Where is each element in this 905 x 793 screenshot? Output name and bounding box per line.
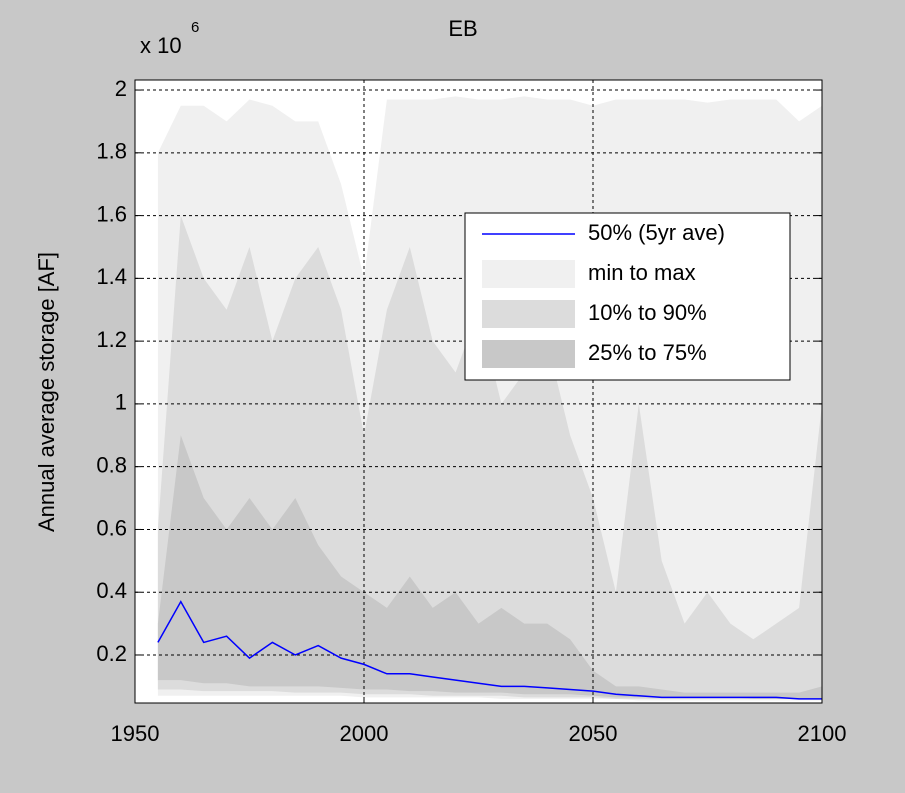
legend-swatch — [482, 300, 575, 328]
y-tick-label: 0.2 — [96, 641, 127, 666]
y-tick-label: 0.8 — [96, 452, 127, 477]
legend-swatch — [482, 340, 575, 368]
y-tick-label: 2 — [115, 76, 127, 101]
band-area — [157, 435, 822, 699]
ticks: 0.2 0.4 0.6 0.8 1 1.2 1.4 1.6 1.8 2 1950 2000 2050 21… — [96, 76, 846, 746]
y-multiplier: x 10 — [140, 33, 182, 58]
lines — [157, 600, 822, 700]
x-tick-label: 1950 — [111, 721, 160, 746]
legend-swatch — [482, 260, 575, 288]
y-axis-label: Annual average storage [AF] — [34, 252, 59, 532]
series-line — [157, 600, 822, 700]
y-tick-label: 1.8 — [96, 139, 127, 164]
y-tick-label: 1.4 — [96, 264, 127, 289]
x-tick-label: 2050 — [569, 721, 618, 746]
legend: 50% (5yr ave) min to max 10% to 90% 25% to … — [464, 212, 791, 381]
chart-title: EB — [448, 16, 477, 41]
x-tick-label: 2100 — [798, 721, 847, 746]
y-tick-label: 0.4 — [96, 578, 127, 603]
y-tick-label: 1 — [115, 390, 127, 415]
y-tick-label: 0.6 — [96, 515, 127, 540]
x-tick-label: 2000 — [340, 721, 389, 746]
legend-label: 25% to 75% — [588, 340, 707, 365]
legend-label: min to max — [588, 260, 696, 285]
y-multiplier-exponent: 6 — [191, 19, 199, 36]
y-tick-label: 1.6 — [96, 201, 127, 226]
legend-label: 10% to 90% — [588, 300, 707, 325]
y-tick-label: 1.2 — [96, 327, 127, 352]
bands — [157, 96, 822, 701]
legend-label: 50% (5yr ave) — [588, 220, 725, 245]
axes-box — [134, 79, 823, 704]
